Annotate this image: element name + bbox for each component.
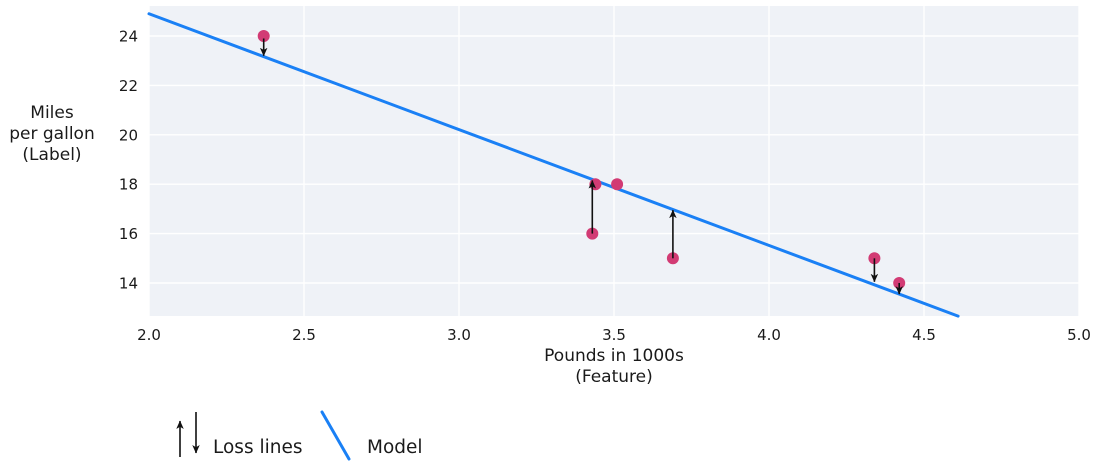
legend-model-line-icon <box>320 410 351 461</box>
x-tick-label: 3.0 <box>447 326 471 344</box>
model-line-group <box>147 12 960 318</box>
y-tick-label: 14 <box>119 275 138 293</box>
x-tick-label: 4.5 <box>912 326 936 344</box>
x-tick-label: 3.5 <box>602 326 626 344</box>
y-tick-label: 20 <box>119 126 138 144</box>
y-axis-tick-labels: 14 16 18 20 22 24 <box>119 28 138 293</box>
x-tick-label: 2.5 <box>292 326 316 344</box>
x-axis-label-line: (Feature) <box>575 367 653 387</box>
data-point <box>257 30 270 42</box>
data-point <box>589 178 602 191</box>
x-axis-label-line: Pounds in 1000s <box>544 346 684 366</box>
y-tick-label: 18 <box>119 176 138 194</box>
legend-item-model: Model <box>320 410 423 461</box>
legend-label-loss-lines: Loss lines <box>213 437 302 458</box>
data-points <box>257 30 906 289</box>
x-tick-label: 2.0 <box>137 326 161 344</box>
x-tick-label: 4.0 <box>757 326 781 344</box>
x-tick-label: 5.0 <box>1067 326 1091 344</box>
y-axis-label-line: (Label) <box>22 145 81 165</box>
y-tick-label: 22 <box>119 77 138 95</box>
y-axis-label-line: per gallon <box>9 124 94 144</box>
y-tick-label: 16 <box>119 225 138 243</box>
x-axis-label: Pounds in 1000s(Feature) <box>544 346 684 387</box>
legend-item-loss-lines: Loss lines <box>176 412 302 458</box>
data-point <box>611 178 624 191</box>
model-line <box>147 12 960 318</box>
y-tick-label: 24 <box>119 28 138 46</box>
loss-arrows-group <box>259 38 903 295</box>
legend: Loss lines Model <box>176 410 423 461</box>
x-axis-tick-labels: 2.0 2.5 3.0 3.5 4.0 4.5 5.0 <box>137 326 1091 344</box>
y-axis-label-line: Miles <box>30 103 74 123</box>
legend-label-model: Model <box>367 437 423 458</box>
